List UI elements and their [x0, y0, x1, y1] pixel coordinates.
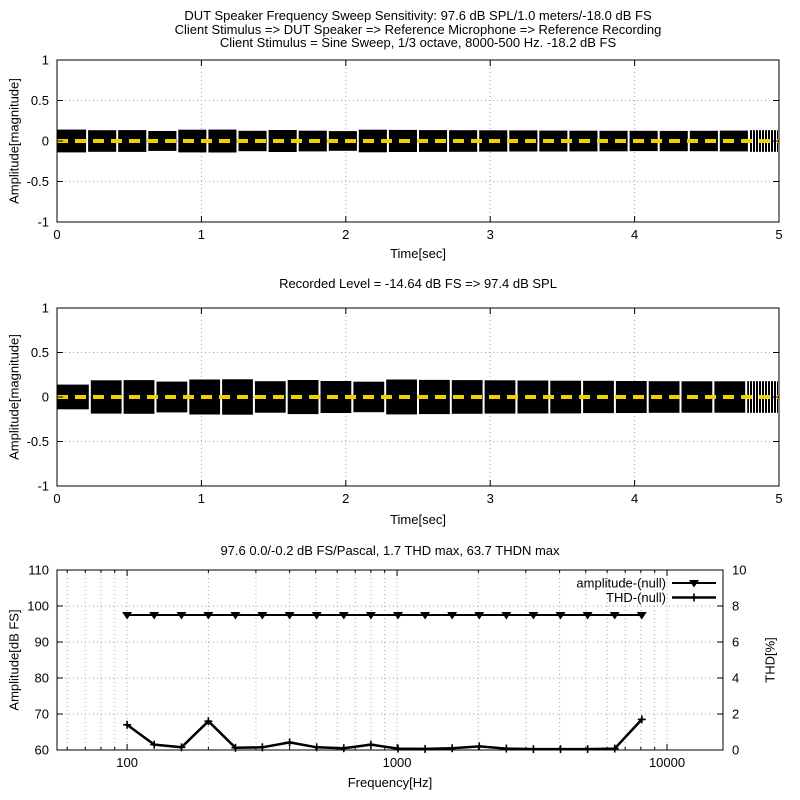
y-tick-label: -1: [37, 215, 49, 230]
legend-entry-thd: THD-(null): [606, 590, 716, 605]
x-tick-label: 0: [53, 227, 60, 242]
x-tick-label: 3: [487, 227, 494, 242]
y-tick-label: 1: [42, 53, 49, 68]
y-tick-label: 0.5: [31, 345, 49, 360]
x-tick-label: 2: [342, 227, 349, 242]
y-tick-label: 0: [42, 134, 49, 149]
left-y-tick-label: 70: [35, 707, 49, 722]
sweep-sensitivity-plot: 100 1000 10000 60 70 80 90 100 110 0 2 4 6 8 10 amplitu…: [27, 563, 746, 771]
plot-frame: [56, 569, 724, 751]
right-y-tick-label: 10: [732, 563, 746, 578]
left-y-tick-label: 90: [35, 635, 49, 650]
right-y-tick-label: 0: [732, 743, 739, 758]
left-y-tick-label: 100: [27, 599, 49, 614]
waveform-plot-2: 0 1 2 3 4 5 1 0.5 0 -0.5 -1: [27, 301, 783, 507]
plot2-ylabel: Amplitude[magnitude]: [6, 334, 22, 460]
x-tick-label: 3: [487, 491, 494, 506]
ticks: 0 1 2 3 4 5 1 0.5 0 -0.5 -1: [27, 301, 783, 507]
y-tick-label: -1: [37, 479, 49, 494]
ticks: 0 1 2 3 4 5 1 0.5 0 -0.5 -1: [27, 53, 783, 243]
grid: [57, 570, 723, 750]
x-tick-label: 10000: [649, 755, 685, 770]
x-tick-label: 1000: [383, 755, 412, 770]
y-tick-label: 0.5: [31, 93, 49, 108]
plot3-ylabel-right: THD[%]: [762, 637, 778, 683]
legend-label: THD-(null): [606, 590, 666, 605]
thd-series: [123, 715, 646, 754]
x-tick-label: 1: [198, 491, 205, 506]
plot1-ylabel: Amplitude[magnitude]: [6, 78, 22, 204]
x-tick-label: 100: [116, 755, 138, 770]
plot1-title: DUT Speaker Frequency Sweep Sensitivity:…: [57, 9, 779, 50]
amplitude-series: [122, 612, 647, 620]
plot2-xlabel: Time[sec]: [390, 512, 446, 527]
left-y-tick-label: 110: [28, 563, 49, 578]
plot3-xlabel: Frequency[Hz]: [347, 775, 433, 790]
plot1-xlabel: Time[sec]: [390, 246, 446, 261]
x-tick-label: 0: [53, 491, 60, 506]
left-y-tick-label: 60: [35, 743, 49, 758]
ticks: 100 1000 10000 60 70 80 90 100 110 0 2 4 6 8 10: [27, 563, 746, 771]
right-y-tick-label: 6: [732, 635, 739, 650]
plot1-title-line1: DUT Speaker Frequency Sweep Sensitivity:…: [184, 8, 652, 23]
y-tick-label: 1: [42, 301, 49, 316]
x-tick-label: 2: [342, 491, 349, 506]
plot1-title-line3: Client Stimulus = Sine Sweep, 1/3 octave…: [219, 35, 617, 50]
right-y-tick-label: 8: [732, 599, 739, 614]
left-y-tick-label: 80: [35, 671, 49, 686]
waveform-plot-1: 0 1 2 3 4 5 1 0.5 0 -0.5 -1: [27, 53, 783, 243]
legend-entry-amplitude: amplitude-(null): [576, 576, 716, 591]
x-tick-label: 1: [198, 227, 205, 242]
x-tick-label: 4: [631, 491, 638, 506]
y-tick-label: -0.5: [27, 434, 49, 449]
y-tick-label: -0.5: [27, 174, 49, 189]
legend-label: amplitude-(null): [576, 576, 666, 591]
legend: amplitude-(null)THD-(null): [576, 576, 716, 605]
x-tick-label: 4: [631, 227, 638, 242]
right-y-tick-label: 2: [732, 707, 739, 722]
plot3-ylabel-left: Amplitude[dB FS]: [6, 609, 22, 711]
plot3-title: 97.6 0.0/-0.2 dB FS/Pascal, 1.7 THD max,…: [220, 543, 560, 558]
x-tick-label: 5: [775, 491, 782, 506]
y-tick-label: 0: [42, 390, 49, 405]
x-tick-label: 5: [775, 227, 782, 242]
right-y-tick-label: 4: [732, 671, 739, 686]
plot1-title-line2: Client Stimulus => DUT Speaker => Refere…: [174, 21, 662, 37]
plot2-title: Recorded Level = -14.64 dB FS => 97.4 dB…: [279, 276, 557, 291]
